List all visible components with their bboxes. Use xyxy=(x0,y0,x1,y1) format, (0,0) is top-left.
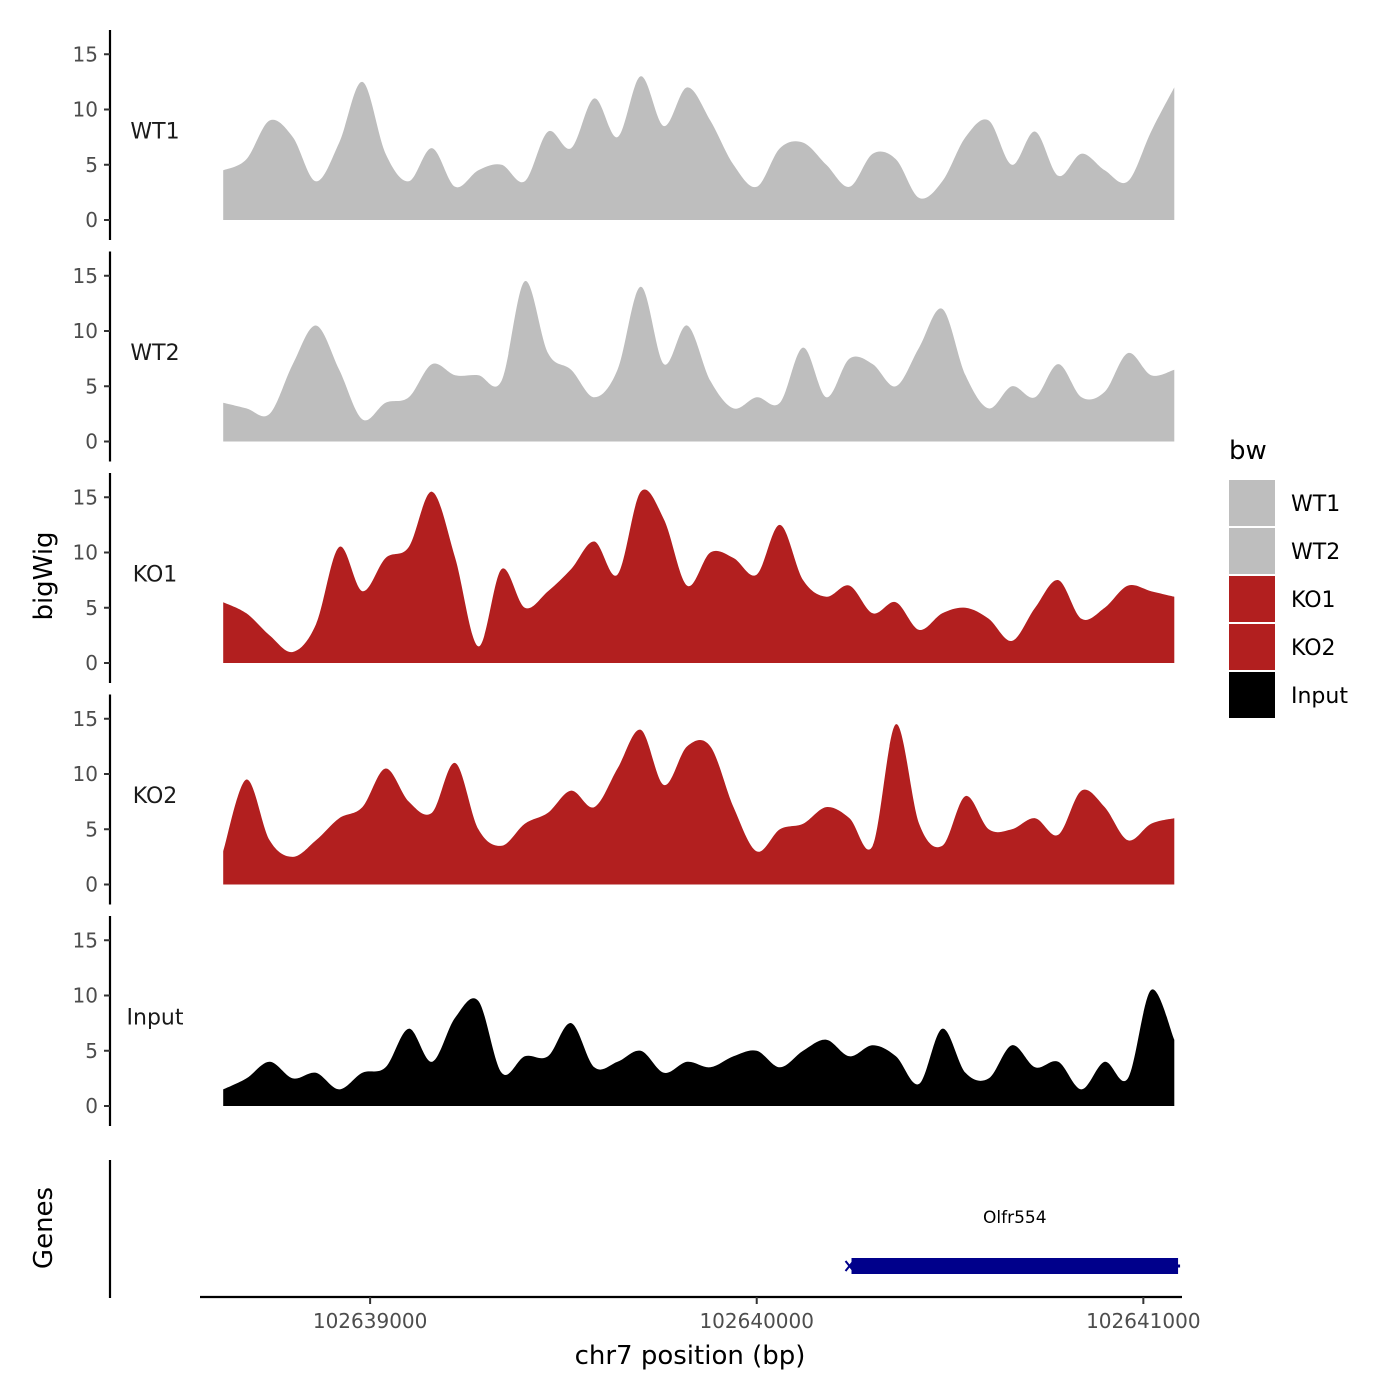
y-tick-label: 5 xyxy=(85,153,98,177)
y-tick-label: 0 xyxy=(85,430,98,454)
area-input xyxy=(223,989,1175,1106)
track-label: WT1 xyxy=(130,120,179,145)
legend-label: WT2 xyxy=(1291,540,1340,565)
track-input: 0 5 10 15 Input xyxy=(73,916,1175,1126)
y-tick-label: 0 xyxy=(85,873,98,897)
y-tick-label: 10 xyxy=(73,541,98,565)
legend-title: bw xyxy=(1229,436,1267,466)
legend-swatch xyxy=(1229,528,1275,574)
area-wt1 xyxy=(223,76,1175,220)
legend: WT1 WT2 KO1 KO2 Input xyxy=(1229,480,1348,718)
legend-label: WT1 xyxy=(1291,492,1340,517)
y-tick-label: 0 xyxy=(85,1094,98,1118)
legend-entry-input: Input xyxy=(1229,672,1348,718)
y-tick-label: 15 xyxy=(73,42,98,66)
legend-swatch xyxy=(1229,576,1275,622)
track-label: KO1 xyxy=(133,563,178,588)
gene-exon xyxy=(851,1258,1179,1274)
track-wt2: 0 5 10 15 WT2 xyxy=(73,251,1175,462)
y-tick-label: 5 xyxy=(85,596,98,620)
y-tick-label: 10 xyxy=(73,762,98,786)
y-tick-label: 10 xyxy=(73,319,98,343)
legend-swatch xyxy=(1229,480,1275,526)
y-axis-label: bigWig xyxy=(29,531,59,620)
genes-axis-label: Genes xyxy=(29,1187,59,1269)
legend-label: KO2 xyxy=(1291,636,1336,661)
track-label: Input xyxy=(127,1006,184,1031)
legend-label: Input xyxy=(1291,684,1348,709)
track-wt1: 0 5 10 15 WT1 xyxy=(73,30,1175,240)
x-tick-label: 102641000 xyxy=(1086,1309,1201,1333)
legend-entry-ko2: KO2 xyxy=(1229,624,1336,670)
legend-entry-wt2: WT2 xyxy=(1229,528,1340,574)
track-ko2: 0 5 10 15 KO2 xyxy=(73,694,1175,905)
gene-start-marker xyxy=(844,1260,855,1272)
gene-panel: Olfr554 xyxy=(108,1160,1181,1298)
legend-swatch xyxy=(1229,672,1275,718)
y-tick-label: 5 xyxy=(85,1039,98,1063)
x-axis: 102639000 102640000 102641000 xyxy=(200,1295,1201,1333)
legend-swatch xyxy=(1229,624,1275,670)
x-axis-label: chr7 position (bp) xyxy=(575,1341,806,1371)
y-tick-label: 15 xyxy=(73,264,98,288)
x-tick-label: 102640000 xyxy=(699,1309,814,1333)
track-label: WT2 xyxy=(130,341,179,366)
area-ko2 xyxy=(223,724,1175,885)
area-ko1 xyxy=(223,489,1175,663)
legend-entry-ko1: KO1 xyxy=(1229,576,1336,622)
y-tick-label: 0 xyxy=(85,208,98,232)
gene-label: Olfr554 xyxy=(983,1208,1047,1228)
tracks: 0 5 10 15 WT1 0 5 10 15 WT2 0 5 10 15 KO1 0 5 10 15 KO2 0 5 10… xyxy=(73,30,1175,1126)
legend-entry-wt1: WT1 xyxy=(1229,480,1340,526)
area-wt2 xyxy=(223,281,1175,442)
track-label: KO2 xyxy=(133,784,178,809)
y-tick-label: 5 xyxy=(85,374,98,398)
legend-label: KO1 xyxy=(1291,588,1336,613)
track-ko1: 0 5 10 15 KO1 xyxy=(73,473,1175,683)
y-tick-label: 10 xyxy=(73,984,98,1008)
x-tick-label: 102639000 xyxy=(313,1309,428,1333)
y-tick-label: 15 xyxy=(73,485,98,509)
y-tick-label: 0 xyxy=(85,651,98,675)
gene-olfr554: Olfr554 xyxy=(844,1208,1181,1274)
y-tick-label: 10 xyxy=(73,98,98,122)
y-tick-label: 15 xyxy=(73,928,98,952)
y-tick-label: 5 xyxy=(85,817,98,841)
y-tick-label: 15 xyxy=(73,707,98,731)
